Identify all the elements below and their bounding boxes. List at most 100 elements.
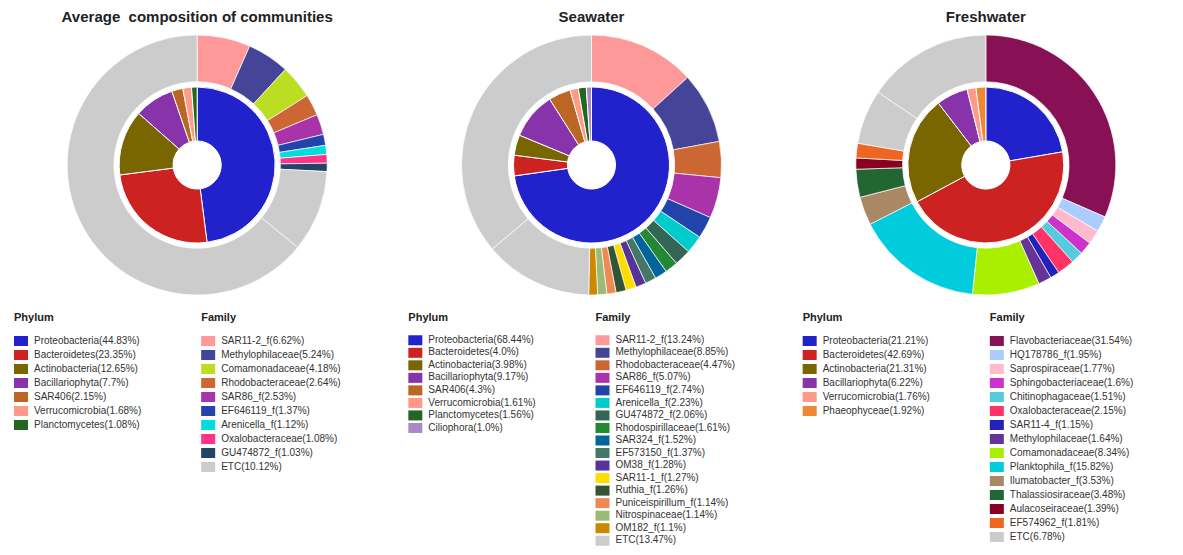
legend-swatch (596, 360, 610, 370)
legend-header: Family (596, 311, 632, 323)
donut-slice (586, 87, 591, 141)
legend-label: SAR86_f(5.07%) (616, 371, 691, 382)
legend-label: Planctomycetes(1.08%) (34, 419, 140, 430)
legend-label: EF646119_f(2.74%) (616, 384, 705, 395)
legend-label: Sphingobacteriaceae(1.6%) (1010, 377, 1133, 388)
legend-swatch (14, 378, 28, 388)
legend-swatch (990, 448, 1004, 458)
legend-label: Bacteroidetes(4.0%) (428, 346, 519, 357)
legend-swatch (408, 410, 422, 420)
donut-ring (908, 87, 1064, 243)
legend-swatch (201, 378, 215, 388)
legend-swatch (201, 336, 215, 346)
legend-swatch (990, 476, 1004, 486)
legend-label: Oxalobacteraceae(1.08%) (221, 433, 337, 444)
legend-label: Proteobacteria(68.44%) (428, 334, 534, 345)
legend-label: Proteobacteria(21.21%) (823, 335, 929, 346)
donut-slice (878, 35, 986, 118)
legend-swatch (201, 350, 215, 360)
legend-label: OM182_f(1.1%) (616, 522, 687, 533)
legend-label: Bacillariophyta(7.7%) (34, 377, 129, 388)
donut-slice (67, 35, 298, 295)
legend-swatch (14, 420, 28, 430)
legend-label: GU474872_f(1.03%) (221, 447, 313, 458)
legend-swatch (596, 486, 610, 496)
donut-slice (972, 241, 1039, 295)
legend-label: SAR11-1_f(1.27%) (616, 472, 699, 483)
donut-slice (280, 154, 327, 163)
legend-label: Flavobacteriaceae(31.54%) (1010, 335, 1132, 346)
legend-label: OM38_f(1.28%) (616, 459, 687, 470)
legend-swatch (201, 434, 215, 444)
legend-swatch (408, 423, 422, 433)
legend-label: Aulacoseiraceae(1.39%) (1010, 503, 1119, 514)
legend-label: Oxalobacteraceae(2.15%) (1010, 405, 1126, 416)
legend-swatch (596, 423, 610, 433)
legend-label: Bacillariophyta(9.17%) (428, 371, 528, 382)
legend-swatch (201, 406, 215, 416)
chart-title: Average composition of communities (62, 8, 333, 25)
legend-label: Actinobacteria(3.98%) (428, 359, 526, 370)
legend-swatch (803, 378, 817, 388)
legend-label: ETC(10.12%) (221, 461, 282, 472)
legend-swatch (14, 350, 28, 360)
donut-slice (514, 87, 669, 243)
legend-label: Arenicella_f(2.23%) (616, 397, 703, 408)
legend-label: Chitinophagaceae(1.51%) (1010, 391, 1126, 402)
legend-swatch (408, 373, 422, 383)
legend-label: Ciliophora(1.0%) (428, 422, 502, 433)
legend: PhylumProteobacteria(21.21%)Bacteroidete… (803, 311, 1134, 542)
legend-label: Ruthia_f(1.26%) (616, 484, 688, 495)
legend-label: HQ178786_f(1.95%) (1010, 349, 1102, 360)
donut-ring (514, 87, 670, 243)
chart-title: Freshwater (946, 8, 1026, 25)
legend-swatch (14, 364, 28, 374)
legend-swatch (596, 461, 610, 471)
legend-swatch (408, 348, 422, 358)
legend-label: SAR11-2_f(13.24%) (616, 334, 705, 345)
legend-label: Planctomycetes(1.56%) (428, 409, 534, 420)
legend-swatch (596, 348, 610, 358)
donut (461, 35, 721, 295)
legend-label: Verrucomicrobia(1.68%) (34, 405, 141, 416)
donut-slice (461, 35, 591, 249)
legend-label: Comamonadaceae(8.34%) (1010, 447, 1130, 458)
legend-label: Proteobacteria(44.83%) (34, 335, 140, 346)
donut-slice (986, 35, 1116, 217)
legend-header: Family (990, 311, 1026, 323)
legend-label: Puniceispirillum_f(1.14%) (616, 497, 729, 508)
legend-label: Bacteroidetes(42.69%) (823, 349, 925, 360)
legend-swatch (596, 511, 610, 521)
legend-swatch (596, 523, 610, 533)
legend-header: Phylum (408, 311, 448, 323)
legend-swatch (596, 410, 610, 420)
legend-swatch (201, 420, 215, 430)
donut-ring (461, 35, 721, 295)
donut-ring (856, 35, 1116, 295)
donut-slice (673, 141, 721, 177)
legend-label: SAR406(4.3%) (428, 384, 495, 395)
legend-label: Ilumatobacter_f(3.53%) (1010, 475, 1114, 486)
legend-label: Rhodospirillaceae(1.61%) (616, 422, 731, 433)
legend-swatch (596, 498, 610, 508)
donut-slice (856, 168, 905, 198)
legend-label: SAR11-4_f(1.15%) (1010, 419, 1093, 430)
legend-label: ETC(6.78%) (1010, 531, 1065, 542)
donut (67, 35, 327, 295)
legend-label: Rhodobacteraceae(2.64%) (221, 377, 341, 388)
legend-label: Phaeophyceae(1.92%) (823, 405, 925, 416)
legend-swatch (990, 406, 1004, 416)
legend: PhylumProteobacteria(44.83%)Bacteroidete… (14, 311, 341, 472)
legend-swatch (596, 436, 610, 446)
donut-slice (976, 87, 986, 141)
legend-label: ETC(13.47%) (616, 534, 677, 545)
legend-label: Arenicella_f(1.12%) (221, 419, 308, 430)
legend-label: SAR86_f(2.53%) (221, 391, 296, 402)
legend-swatch (990, 350, 1004, 360)
legend-swatch (990, 532, 1004, 542)
legend-header: Family (201, 311, 237, 323)
legend-swatch (990, 364, 1004, 374)
legend-label: SAR406(2.15%) (34, 391, 106, 402)
legend-header: Phylum (14, 311, 54, 323)
legend-swatch (596, 448, 610, 458)
